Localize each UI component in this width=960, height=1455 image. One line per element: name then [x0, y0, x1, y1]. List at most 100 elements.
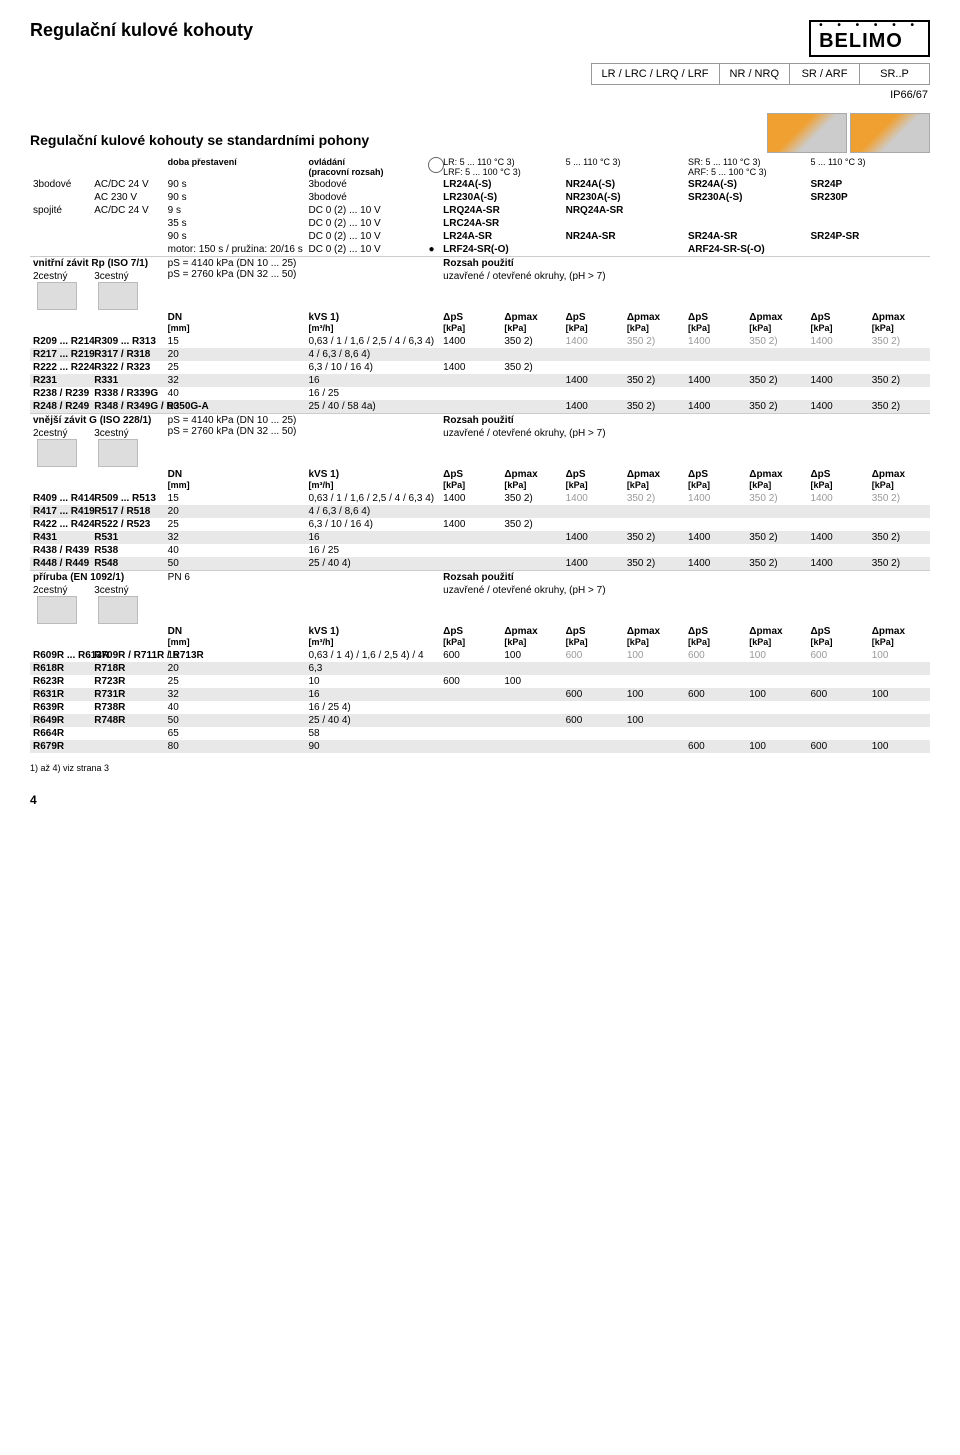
- hbox-nr: NR / NRQ: [720, 63, 791, 85]
- col-dpm: Δpmax[kPa]: [869, 625, 930, 649]
- section-2way: 2cestný: [30, 270, 91, 311]
- section-rozsah-desc: uzavřené / otevřené okruhy, (pH > 7): [440, 427, 930, 468]
- section-title: vnější závit G (ISO 228/1): [30, 414, 165, 428]
- table-row: R448 / R449R5485025 / 40 4)1400350 2)140…: [30, 557, 930, 571]
- spiral-icon: [428, 157, 444, 173]
- section-rozsah-desc: uzavřené / otevřené okruhy, (pH > 7): [440, 584, 930, 625]
- product-images: [591, 113, 930, 156]
- col-sr-temp: SR: 5 ... 110 °C 3)ARF: 5 ... 100 °C 3): [685, 156, 807, 178]
- table-row: R679R8090600100600100: [30, 740, 930, 753]
- table-row: R417 ... R419R517 / R518204 / 6,3 / 8,6 …: [30, 505, 930, 518]
- col-dpm: Δpmax[kPa]: [501, 625, 562, 649]
- hbox-srp: SR..P: [860, 63, 930, 85]
- table-row: R649RR748R5025 / 40 4)600100: [30, 714, 930, 727]
- col-kvs: kVS 1)[m³/h]: [305, 625, 425, 649]
- section-3way: 3cestný: [91, 270, 164, 311]
- col-nr-temp: 5 ... 110 °C 3): [563, 156, 685, 178]
- col-dps: ΔpS[kPa]: [563, 311, 624, 335]
- table-row: R431R53132161400350 2)1400350 2)1400350 …: [30, 531, 930, 544]
- section-title: vnitřní závit Rp (ISO 7/1): [30, 257, 165, 271]
- table-row: R238 / R239R338 / R339G4016 / 25: [30, 387, 930, 400]
- col-dps: ΔpS[kPa]: [807, 468, 868, 492]
- table-row: R422 ... R424R522 / R523256,3 / 10 / 16 …: [30, 518, 930, 531]
- table-row: R222 ... R224R322 / R323256,3 / 10 / 16 …: [30, 361, 930, 374]
- logo-dots: • • • • • •: [819, 24, 920, 28]
- hbox-lr: LR / LRC / LRQ / LRF: [591, 63, 720, 85]
- section-3way: 3cestný: [91, 584, 164, 625]
- section-rozsah-title: Rozsah použití: [440, 257, 930, 271]
- col-dps: ΔpS[kPa]: [685, 625, 746, 649]
- table-row: R639RR738R4016 / 25 4): [30, 701, 930, 714]
- col-dpm: Δpmax[kPa]: [624, 311, 685, 335]
- table-row: R631RR731R3216600100600100600100: [30, 688, 930, 701]
- table-row: R209 ... R214R309 ... R313150,63 / 1 / 1…: [30, 335, 930, 348]
- main-data-table: doba přestaveníovládání(pracovní rozsah)…: [30, 156, 930, 753]
- table-row: R409 ... R414R509 ... R513150,63 / 1 / 1…: [30, 492, 930, 505]
- section-title: příruba (EN 1092/1): [30, 571, 165, 585]
- col-doba: doba přestavení: [165, 156, 306, 178]
- col-srp-temp: 5 ... 110 °C 3): [807, 156, 930, 178]
- footnote: 1) až 4) viz strana 3: [30, 763, 930, 773]
- valve-2way-icon: [37, 282, 77, 310]
- valve-3way-icon: [98, 596, 138, 624]
- col-lr-temp: LR: 5 ... 110 °C 3)LRF: 5 ... 100 °C 3): [440, 156, 562, 178]
- col-dn: DN[mm]: [165, 468, 306, 492]
- actuator-image-1: [767, 113, 847, 153]
- actuator-header-boxes: LR / LRC / LRQ / LRF NR / NRQ SR / ARF S…: [591, 63, 930, 85]
- section-2way: 2cestný: [30, 584, 91, 625]
- col-dpm: Δpmax[kPa]: [624, 625, 685, 649]
- valve-3way-icon: [98, 439, 138, 467]
- control-row: AC 230 V90 s3bodovéLR230A(-S)NR230A(-S)S…: [30, 191, 930, 204]
- control-row: motor: 150 s / pružina: 20/16 sDC 0 (2) …: [30, 243, 930, 257]
- col-ovladani: ovládání(pracovní rozsah): [305, 156, 425, 178]
- main-tables: doba přestaveníovládání(pracovní rozsah)…: [30, 156, 930, 753]
- page-number: 4: [30, 793, 930, 807]
- col-kvs: kVS 1)[m³/h]: [305, 311, 425, 335]
- table-row: R664R6558: [30, 727, 930, 740]
- col-dpm: Δpmax[kPa]: [624, 468, 685, 492]
- col-dpm: Δpmax[kPa]: [501, 468, 562, 492]
- col-dps: ΔpS[kPa]: [563, 625, 624, 649]
- control-row: 35 sDC 0 (2) ... 10 VLRC24A-SR: [30, 217, 930, 230]
- section-rozsah-desc: uzavřené / otevřené okruhy, (pH > 7): [440, 270, 930, 311]
- valve-2way-icon: [37, 596, 77, 624]
- page-title: Regulační kulové kohouty: [30, 20, 253, 41]
- col-kvs: kVS 1)[m³/h]: [305, 468, 425, 492]
- table-row: R248 / R249R348 / R349G / R350G-A5025 / …: [30, 400, 930, 414]
- col-dpm: Δpmax[kPa]: [746, 311, 807, 335]
- ip-rating: IP66/67: [591, 89, 928, 101]
- col-dps: ΔpS[kPa]: [440, 468, 501, 492]
- table-row: R609R ... R613RR709R / R711R / R713R150,…: [30, 649, 930, 662]
- actuator-image-2: [850, 113, 930, 153]
- col-dps: ΔpS[kPa]: [807, 311, 868, 335]
- section-rozsah-title: Rozsah použití: [440, 571, 930, 585]
- brand-logo: • • • • • • BELIMO: [809, 20, 930, 57]
- hbox-sr: SR / ARF: [790, 63, 860, 85]
- col-dps: ΔpS[kPa]: [563, 468, 624, 492]
- table-row: R231R33132161400350 2)1400350 2)1400350 …: [30, 374, 930, 387]
- valve-2way-icon: [37, 439, 77, 467]
- col-dps: ΔpS[kPa]: [440, 311, 501, 335]
- control-row: spojitéAC/DC 24 V9 sDC 0 (2) ... 10 VLRQ…: [30, 204, 930, 217]
- valve-3way-icon: [98, 282, 138, 310]
- page-subtitle: Regulační kulové kohouty se standardními…: [30, 132, 369, 148]
- control-row: 90 sDC 0 (2) ... 10 VLR24A-SRNR24A-SRSR2…: [30, 230, 930, 243]
- section-ps: pS = 4140 kPa (DN 10 ... 25)pS = 2760 kP…: [165, 257, 426, 312]
- col-dpm: Δpmax[kPa]: [746, 468, 807, 492]
- table-row: R438 / R439R5384016 / 25: [30, 544, 930, 557]
- page-header: Regulační kulové kohouty • • • • • • BEL…: [30, 20, 930, 59]
- col-dpm: Δpmax[kPa]: [869, 468, 930, 492]
- table-row: R217 ... R219R317 / R318204 / 6,3 / 8,6 …: [30, 348, 930, 361]
- col-dps: ΔpS[kPa]: [685, 311, 746, 335]
- logo-text: BELIMO: [819, 30, 903, 52]
- col-dps: ΔpS[kPa]: [807, 625, 868, 649]
- table-row: R623RR723R2510600100: [30, 675, 930, 688]
- section-rozsah-title: Rozsah použití: [440, 414, 930, 428]
- col-dps: ΔpS[kPa]: [440, 625, 501, 649]
- col-dpm: Δpmax[kPa]: [501, 311, 562, 335]
- col-dpm: Δpmax[kPa]: [746, 625, 807, 649]
- section-3way: 3cestný: [91, 427, 164, 468]
- control-row: 3bodovéAC/DC 24 V90 s3bodovéLR24A(-S)NR2…: [30, 178, 930, 191]
- table-row: R618RR718R206,3: [30, 662, 930, 675]
- section-ps: pS = 4140 kPa (DN 10 ... 25)pS = 2760 kP…: [165, 414, 426, 469]
